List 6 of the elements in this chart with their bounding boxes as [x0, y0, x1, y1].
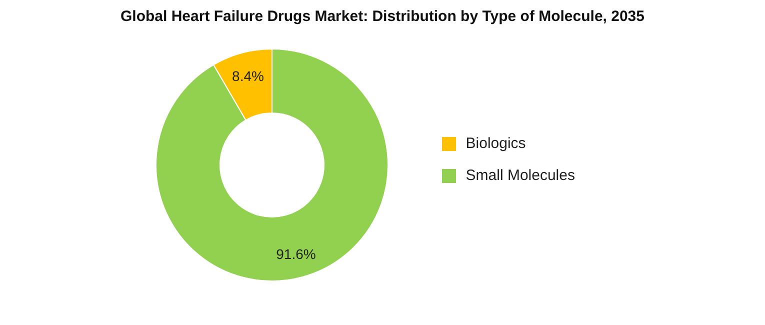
chart-title: Global Heart Failure Drugs Market: Distribution by Type of Molecule, 2035	[120, 8, 646, 25]
data-label: 8.4%	[232, 68, 264, 84]
legend-label: Small Molecules	[466, 167, 575, 184]
data-label: 91.6%	[276, 246, 316, 262]
legend-label: Biologics	[466, 135, 526, 152]
donut-slice	[156, 48, 388, 282]
